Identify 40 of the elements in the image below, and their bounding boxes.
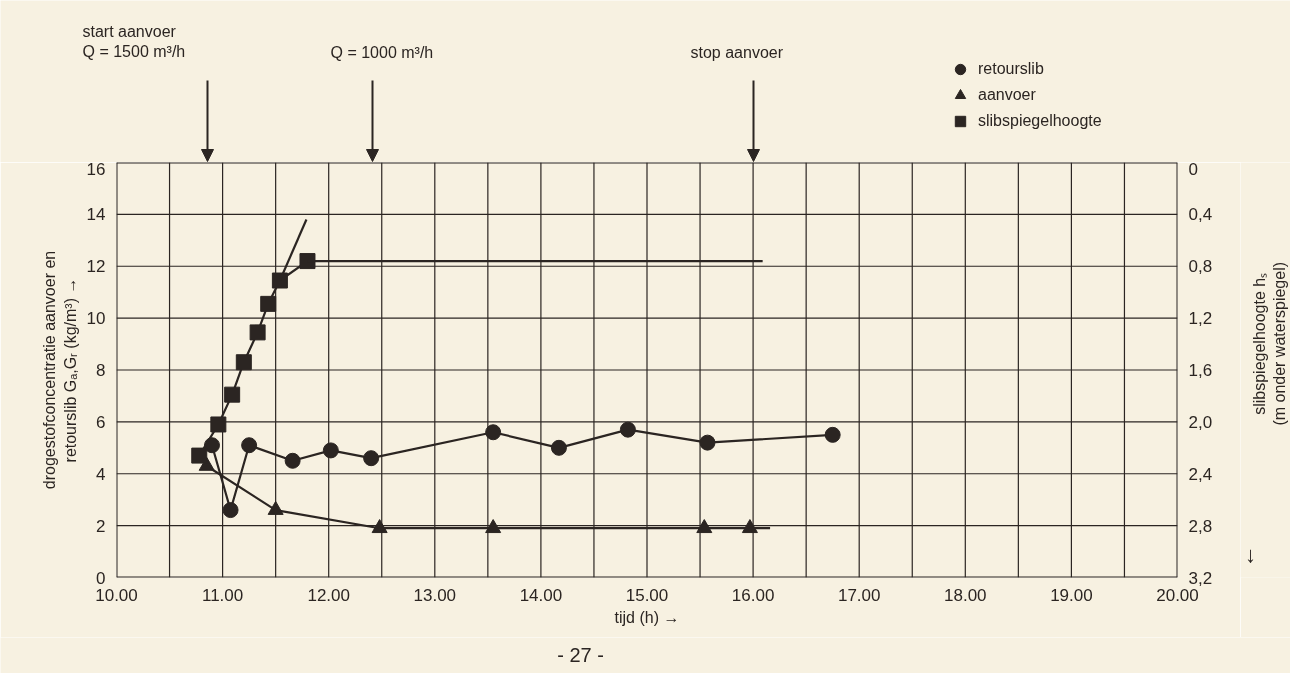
y2-tick-label: 2,8 xyxy=(1188,516,1213,536)
y-tick-label: 10 xyxy=(86,309,106,329)
y2-tick-label: 0,8 xyxy=(1188,257,1213,277)
x-tick-label: 15.00 xyxy=(625,585,669,605)
x-tick-label: 13.00 xyxy=(413,585,457,605)
y2-tick-label: 1,2 xyxy=(1188,309,1213,329)
y-axis-title: drogestofconcentratie aanvoer en retourslib Gₐ,Gᵣ (kg/m³) → xyxy=(41,250,79,490)
y2-tick-label: 2,4 xyxy=(1188,464,1213,484)
text: ↓ xyxy=(1245,542,1256,568)
y-tick-label: 16 xyxy=(86,159,106,179)
legend-label: aanvoer xyxy=(978,86,1036,104)
x-tick-label: 14.00 xyxy=(519,585,563,605)
x-tick-label: 16.00 xyxy=(731,585,775,605)
y2-axis-title: slibspiegelhoogte hₛ (m onder waterspiegel) xyxy=(1251,261,1289,426)
y-tick-label: 6 xyxy=(96,412,106,432)
y2-tick-label: 3,2 xyxy=(1188,568,1213,588)
y-tick-label: 0 xyxy=(96,568,106,588)
y2-tick-label: 2,0 xyxy=(1188,412,1213,432)
y-tick-label: 8 xyxy=(96,361,106,380)
x-tick-label: 11.00 xyxy=(201,585,244,605)
text: start aanvoer Q = 1500 m³/h xyxy=(82,23,186,61)
y-tick-label: 14 xyxy=(86,205,106,225)
y-tick-label: 12 xyxy=(86,257,106,277)
x-tick-label: 18.00 xyxy=(944,585,987,605)
x-tick-label: 20.00 xyxy=(1156,585,1199,605)
legend-label: slibspiegelhoogte xyxy=(978,112,1102,130)
text: Q = 1000 m³/h xyxy=(330,43,434,61)
x-axis-title: tijd (h) → xyxy=(614,608,680,626)
y2-tick-label: 0 xyxy=(1188,159,1198,179)
x-tick-label: 17.00 xyxy=(837,585,881,605)
text: - 27 - xyxy=(557,643,604,666)
x-tick-label: 19.00 xyxy=(1050,585,1093,605)
x-tick-label: 10.00 xyxy=(95,585,138,605)
text: stop aanvoer xyxy=(690,43,784,61)
y2-tick-label: 1,6 xyxy=(1188,361,1213,380)
y2-tick-label: 0,4 xyxy=(1188,205,1213,225)
y-tick-label: 2 xyxy=(96,516,106,536)
legend-label: retourslib xyxy=(978,60,1044,78)
x-tick-label: 12.00 xyxy=(307,585,350,605)
y-tick-label: 4 xyxy=(96,464,106,484)
